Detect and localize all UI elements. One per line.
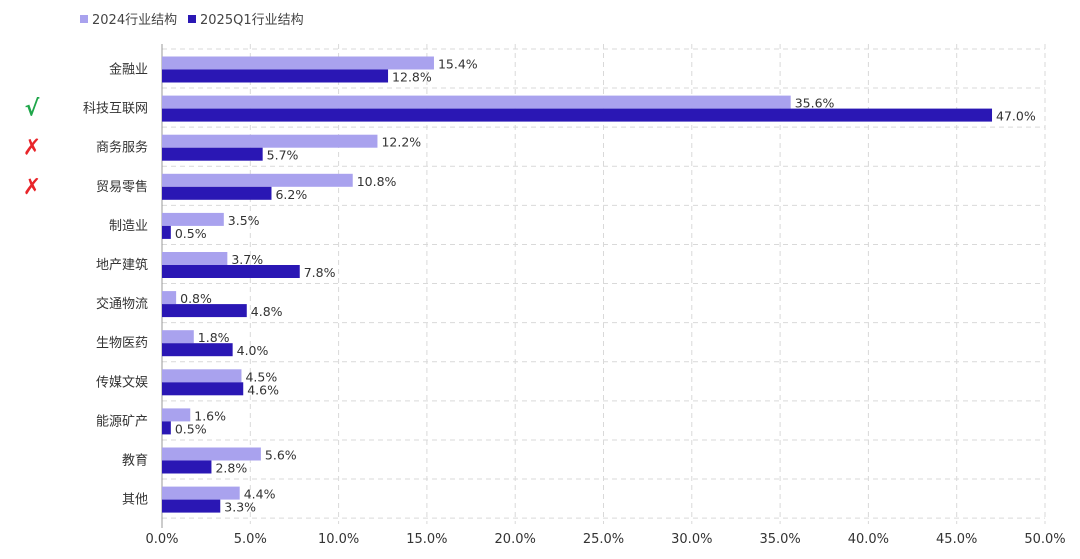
bar-2025 — [162, 225, 171, 239]
category-label: 商务服务 — [96, 140, 148, 156]
bar-2025 — [162, 108, 993, 122]
category-label: 科技互联网 — [83, 102, 148, 117]
value-label-2024: 3.5% — [228, 213, 260, 228]
value-label-2025: 5.7% — [267, 148, 299, 163]
category-label: 生物医药 — [96, 336, 148, 351]
value-label-2024: 4.5% — [245, 369, 277, 384]
value-label-2025: 0.5% — [175, 421, 207, 436]
x-tick-label: 40.0% — [848, 532, 889, 547]
value-label-2025: 2.8% — [215, 461, 247, 476]
legend-label-2024: 2024行业结构 — [92, 13, 177, 28]
value-label-2024: 4.4% — [244, 487, 276, 502]
value-label-2024: 12.2% — [381, 135, 421, 150]
value-label-2024: 5.6% — [265, 448, 297, 463]
bar-2024 — [162, 369, 242, 383]
category-labels: 金融业科技互联网商务服务贸易零售制造业地产建筑交通物流生物医药传媒文娱能源矿产教… — [83, 62, 148, 508]
bar-2025 — [162, 421, 171, 435]
bar-2025 — [162, 382, 244, 396]
value-label-2024: 10.8% — [357, 174, 397, 189]
category-label: 能源矿产 — [96, 414, 148, 429]
value-label-2024: 1.6% — [194, 408, 226, 423]
legend: 2024行业结构 2025Q1行业结构 — [80, 13, 304, 28]
category-label: 地产建筑 — [96, 257, 148, 273]
value-label-2024: 3.7% — [231, 252, 263, 267]
bars-group: 15.4% 12.8% 35.6% 47.0% 12.2% 5.7% 10.8% 6.2% 3.… — [162, 56, 1036, 515]
annotation-marks: √ ✗ ✗ — [23, 97, 41, 200]
bar-2024 — [162, 173, 353, 187]
bar-2025 — [162, 147, 263, 161]
check-mark-icon: √ — [25, 97, 40, 122]
value-label-2025: 12.8% — [392, 70, 432, 85]
x-tick-label: 0.0% — [145, 532, 178, 547]
category-label: 教育 — [122, 453, 148, 469]
value-label-2025: 0.5% — [175, 226, 207, 241]
bar-2024 — [162, 447, 261, 461]
value-label-2025: 3.3% — [224, 500, 256, 515]
bar-2025 — [162, 304, 247, 318]
bar-2024 — [162, 486, 240, 500]
cross-mark-icon: ✗ — [23, 136, 41, 161]
value-label-2025: 4.6% — [247, 382, 279, 397]
category-label: 交通物流 — [96, 296, 148, 312]
bar-2025 — [162, 265, 300, 278]
value-label-2025: 7.8% — [304, 265, 336, 280]
value-label-2025: 4.8% — [251, 304, 283, 319]
value-label-2024: 35.6% — [795, 96, 835, 111]
value-label-2025: 6.2% — [275, 187, 307, 202]
bar-2024 — [162, 252, 228, 265]
bar-2025 — [162, 343, 233, 357]
x-tick-label: 15.0% — [406, 532, 447, 547]
category-label: 传媒文娱 — [96, 375, 148, 390]
bar-2025 — [162, 460, 212, 474]
x-tick-label: 35.0% — [759, 532, 800, 547]
legend-label-2025: 2025Q1行业结构 — [200, 13, 304, 28]
bar-2025 — [162, 499, 221, 513]
category-label: 制造业 — [109, 219, 148, 234]
value-label-2024: 15.4% — [438, 57, 478, 72]
value-label-2025: 47.0% — [996, 109, 1036, 124]
x-tick-label: 25.0% — [583, 532, 624, 547]
bar-2024 — [162, 95, 791, 109]
bar-2024 — [162, 56, 434, 70]
category-label: 贸易零售 — [96, 179, 148, 195]
bar-2025 — [162, 186, 272, 200]
grid — [161, 44, 1046, 528]
bar-2024 — [162, 134, 378, 148]
bar-2024 — [162, 291, 177, 305]
x-tick-label: 5.0% — [234, 532, 267, 547]
value-label-2024: 0.8% — [180, 291, 212, 306]
x-tick-label: 20.0% — [495, 532, 536, 547]
x-tick-label: 45.0% — [936, 532, 977, 547]
x-tick-label: 50.0% — [1024, 532, 1065, 547]
category-label: 金融业 — [109, 62, 148, 78]
bar-2024 — [162, 330, 194, 344]
x-tick-label: 30.0% — [671, 532, 712, 547]
category-label: 其他 — [122, 493, 148, 508]
value-label-2024: 1.8% — [198, 330, 230, 345]
x-tick-labels: 0.0% 5.0% 10.0% 15.0% 20.0% 25.0% 30.0% 35.0% 40… — [145, 532, 1065, 547]
x-tick-label: 10.0% — [318, 532, 359, 547]
legend-swatch-2025 — [188, 15, 196, 23]
value-label-2025: 4.0% — [237, 343, 269, 358]
legend-swatch-2024 — [80, 15, 88, 23]
cross-mark-icon: ✗ — [23, 175, 41, 200]
bar-2024 — [162, 212, 224, 226]
bar-2025 — [162, 69, 389, 83]
bar-2024 — [162, 408, 191, 422]
